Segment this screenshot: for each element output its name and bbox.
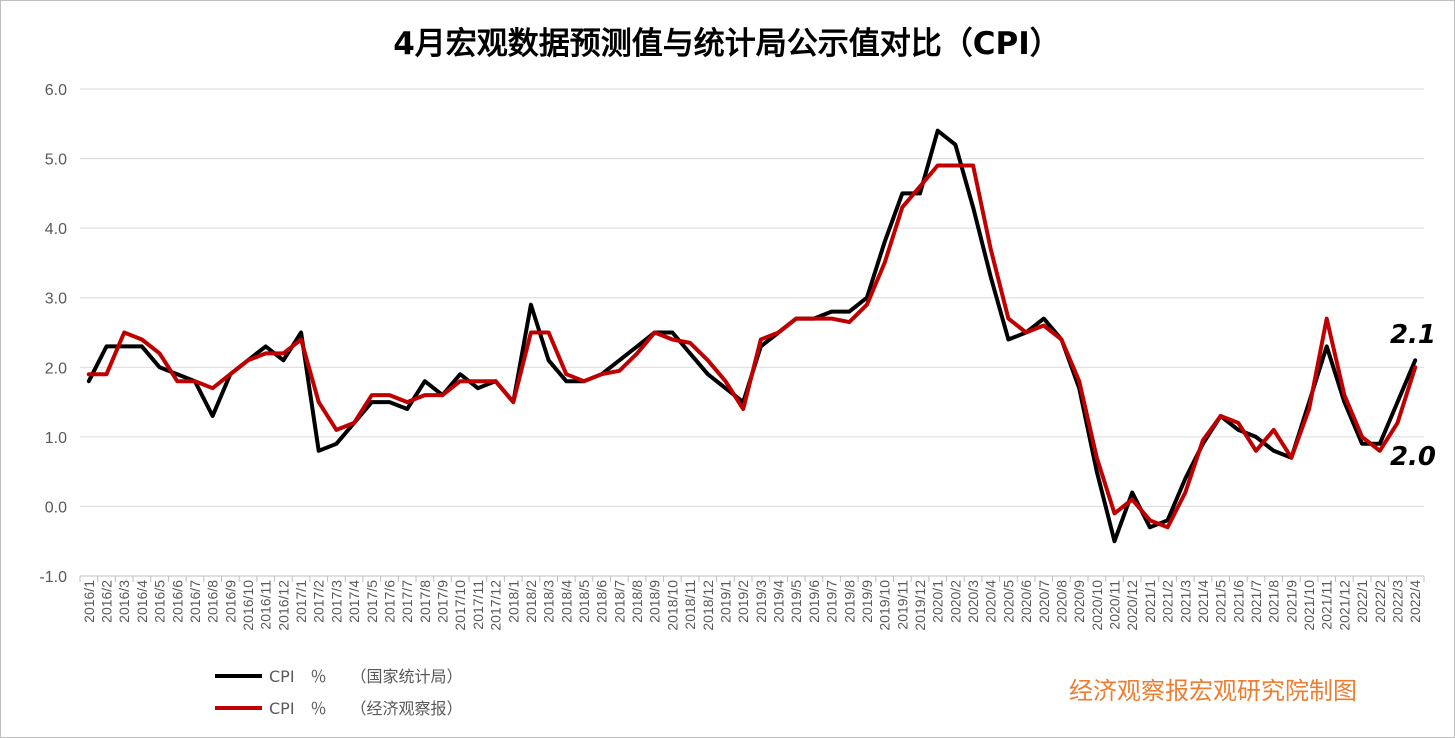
- x-tick-label: 2018/1: [505, 580, 521, 623]
- x-tick-label: 2016/9: [222, 580, 238, 623]
- x-tick-label: 2016/12: [275, 580, 291, 631]
- x-tick-label: 2016/5: [152, 580, 168, 623]
- x-tick-label: 2021/5: [1213, 580, 1229, 623]
- x-tick-label: 2019/12: [912, 580, 928, 631]
- x-tick-label: 2021/12: [1336, 580, 1352, 631]
- x-tick-label: 2018/9: [647, 580, 663, 623]
- x-tick-label: 2018/11: [682, 580, 698, 630]
- x-tick-label: 2021/7: [1248, 580, 1264, 623]
- legend: CPI ％ （国家统计局） CPI ％ （经济观察报）: [215, 667, 463, 718]
- x-tick-label: 2016/4: [134, 580, 150, 623]
- x-tick-label: 2021/6: [1230, 580, 1246, 623]
- y-tick-label: 4.0: [45, 221, 67, 238]
- x-tick-label: 2020/5: [1000, 580, 1016, 623]
- x-tick-label: 2016/1: [81, 580, 97, 623]
- x-tick-label: 2020/1: [930, 580, 946, 623]
- x-tick-label: 2018/7: [611, 580, 627, 623]
- x-tick-label: 2021/9: [1283, 580, 1299, 623]
- x-tick-label: 2022/4: [1407, 580, 1423, 623]
- annotation-economic-observer-latest: 2.0: [1390, 442, 1436, 472]
- x-tick-label: 2021/4: [1195, 580, 1211, 623]
- x-tick-label: 2018/5: [576, 580, 592, 623]
- x-tick-label: 2018/10: [664, 580, 680, 631]
- series-line-national-bureau: [86, 128, 1418, 544]
- x-tick-label: 2016/6: [169, 580, 185, 623]
- series-line-economic-observer: [86, 163, 1418, 530]
- x-tick-label: 2017/7: [399, 580, 415, 623]
- x-axis: 2016/1 2016/2 2016/3 2016/4 2016/5 2016/6 2016…: [79, 576, 1425, 631]
- grid-lines: [80, 88, 1424, 577]
- watermark: 经济观察报宏观研究院制图: [1069, 677, 1357, 705]
- x-tick-label: 2017/6: [381, 580, 397, 623]
- x-tick-label: 2017/9: [435, 580, 451, 623]
- x-tick-label: 2022/3: [1389, 580, 1405, 623]
- x-tick-label: 2016/10: [240, 580, 256, 631]
- x-tick-label: 2019/2: [735, 580, 751, 623]
- x-tick-label: 2018/4: [558, 580, 574, 623]
- x-tick-label: 2018/12: [700, 580, 716, 631]
- x-tick-label: 2016/8: [205, 580, 221, 623]
- legend-label-economic-observer: CPI ％ （经济观察报）: [269, 699, 463, 718]
- y-tick-label: 2.0: [45, 360, 67, 377]
- x-tick-label: 2020/9: [1071, 580, 1087, 623]
- x-tick-label: 2021/10: [1301, 580, 1317, 631]
- y-tick-label: 1.0: [45, 430, 67, 447]
- x-tick-label: 2018/2: [523, 580, 539, 623]
- x-tick-label: 2019/10: [877, 580, 893, 631]
- x-tick-label: 2019/3: [753, 580, 769, 623]
- x-tick-label: 2019/6: [806, 580, 822, 623]
- x-tick-label: 2018/6: [594, 580, 610, 623]
- x-tick-label: 2016/2: [99, 580, 115, 623]
- x-tick-label: 2020/2: [947, 580, 963, 623]
- y-tick-label: 0.0: [45, 499, 67, 516]
- chart-title: 4月宏观数据预测值与统计局公示值对比（CPI）: [393, 26, 1061, 62]
- x-tick-label: 2016/11: [258, 580, 274, 630]
- x-tick-label: 2017/2: [311, 580, 327, 623]
- x-tick-label: 2019/5: [788, 580, 804, 623]
- y-tick-label: -1.0: [39, 569, 67, 586]
- x-tick-label: 2018/8: [629, 580, 645, 623]
- x-tick-label: 2021/3: [1177, 580, 1193, 623]
- x-tick-label: 2022/2: [1372, 580, 1388, 623]
- legend-label-national-bureau: CPI ％ （国家统计局）: [269, 667, 463, 686]
- x-tick-label: 2020/10: [1089, 580, 1105, 631]
- x-tick-label: 2020/3: [965, 580, 981, 623]
- x-tick-label: 2017/5: [364, 580, 380, 623]
- y-tick-label: 5.0: [45, 152, 67, 169]
- x-tick-label: 2021/8: [1266, 580, 1282, 623]
- x-tick-label: 2019/11: [894, 580, 910, 630]
- series-lines: [86, 128, 1418, 544]
- x-tick-label: 2017/4: [346, 580, 362, 623]
- x-tick-label: 2020/8: [1053, 580, 1069, 623]
- x-tick-label: 2017/12: [488, 580, 504, 631]
- y-tick-label: 6.0: [45, 82, 67, 99]
- x-tick-label: 2019/7: [824, 580, 840, 623]
- annotation-national-bureau-latest: 2.1: [1390, 320, 1436, 350]
- x-tick-label: 2020/4: [983, 580, 999, 623]
- x-tick-label: 2021/1: [1142, 580, 1158, 623]
- x-tick-label: 2017/10: [452, 580, 468, 631]
- x-tick-label: 2017/3: [328, 580, 344, 623]
- x-tick-label: 2022/1: [1354, 580, 1370, 623]
- x-tick-label: 2020/6: [1018, 580, 1034, 623]
- x-tick-label: 2016/3: [116, 580, 132, 623]
- x-tick-label: 2017/11: [470, 580, 486, 630]
- x-tick-label: 2020/7: [1036, 580, 1052, 623]
- x-tick-label: 2019/8: [841, 580, 857, 623]
- x-tick-label: 2020/11: [1107, 580, 1123, 630]
- x-tick-label: 2016/7: [187, 580, 203, 623]
- y-tick-label: 3.0: [45, 291, 67, 308]
- y-axis: 6.0 5.0 4.0 3.0 2.0 1.0 0.0 -1.0: [39, 82, 67, 586]
- x-tick-label: 2021/11: [1319, 580, 1335, 630]
- x-tick-label: 2019/4: [771, 580, 787, 623]
- x-tick-label: 2017/1: [293, 580, 309, 623]
- x-tick-label: 2018/3: [541, 580, 557, 623]
- x-tick-label: 2021/2: [1160, 580, 1176, 623]
- x-tick-label: 2017/8: [417, 580, 433, 623]
- x-tick-label: 2019/9: [859, 580, 875, 623]
- x-tick-label: 2019/1: [717, 580, 733, 623]
- x-tick-label: 2020/12: [1124, 580, 1140, 631]
